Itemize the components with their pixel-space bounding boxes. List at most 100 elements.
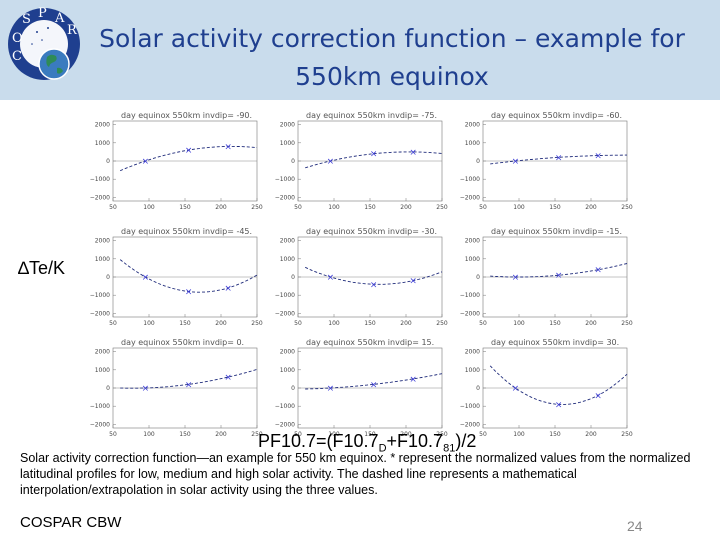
y-tick-label: 0 xyxy=(476,385,480,392)
x-tick-label: 200 xyxy=(215,431,227,438)
panel-title: day equinox 550km invdip= 0. xyxy=(121,338,244,347)
series-line xyxy=(305,151,443,169)
x-tick-label: 150 xyxy=(549,204,561,211)
formula-sub2: 81 xyxy=(443,442,456,455)
y-tick-label: −2000 xyxy=(460,310,480,317)
series-line xyxy=(305,373,443,390)
page-number: 24 xyxy=(627,518,643,534)
x-tick-label: 200 xyxy=(585,204,597,211)
data-point: × xyxy=(594,152,602,162)
x-tick-label: 150 xyxy=(364,204,376,211)
data-point: × xyxy=(185,380,193,390)
y-tick-label: 2000 xyxy=(280,238,295,245)
x-tick-label: 150 xyxy=(364,320,376,327)
x-tick-label: 50 xyxy=(294,431,302,438)
x-tick-label: 250 xyxy=(251,204,263,211)
logo-letter: S xyxy=(22,12,31,27)
data-point: × xyxy=(224,142,232,152)
y-tick-label: 0 xyxy=(291,385,295,392)
formula-sub1: D xyxy=(378,442,387,455)
y-tick-label: 1000 xyxy=(280,367,295,374)
panel-title: day equinox 550km invdip= -75. xyxy=(306,111,437,120)
logo-letter: P xyxy=(38,6,47,21)
x-tick-label: 50 xyxy=(479,204,487,211)
data-point: × xyxy=(370,280,378,290)
formula-part2: +F10.7 xyxy=(386,431,444,451)
data-point: × xyxy=(594,266,602,276)
x-tick-label: 200 xyxy=(400,204,412,211)
title-line-1: Solar activity correction function – exa… xyxy=(99,24,685,53)
x-tick-label: 250 xyxy=(436,431,448,438)
y-tick-label: 1000 xyxy=(280,140,295,147)
formula-part3: )/2 xyxy=(455,431,477,451)
series-line xyxy=(305,266,443,285)
y-tick-label: −2000 xyxy=(275,310,295,317)
y-tick-label: −1000 xyxy=(460,403,480,410)
data-point: × xyxy=(409,375,417,385)
x-tick-label: 150 xyxy=(179,431,191,438)
figure-caption: Solar activity correction function—an ex… xyxy=(20,451,691,497)
logo-letter: A xyxy=(54,11,65,26)
y-axis-label: ∆Te/K xyxy=(18,258,66,278)
x-tick-label: 50 xyxy=(109,204,117,211)
y-tick-label: 2000 xyxy=(465,122,480,129)
series-line xyxy=(120,368,258,389)
y-tick-label: 0 xyxy=(106,385,110,392)
y-tick-label: 2000 xyxy=(95,349,110,356)
y-tick-label: 0 xyxy=(291,158,295,165)
footer-text: COSPAR CBW xyxy=(20,514,122,531)
y-tick-label: 2000 xyxy=(95,122,110,129)
panel-title: day equinox 550km invdip= 15. xyxy=(306,338,434,347)
y-tick-label: 2000 xyxy=(280,122,295,129)
data-point: × xyxy=(555,271,563,281)
x-tick-label: 250 xyxy=(251,320,263,327)
y-tick-label: 1000 xyxy=(95,140,110,147)
data-point: × xyxy=(370,380,378,390)
x-tick-label: 50 xyxy=(479,431,487,438)
y-tick-label: 2000 xyxy=(280,349,295,356)
y-tick-label: −1000 xyxy=(90,292,110,299)
data-point: × xyxy=(224,284,232,294)
x-tick-label: 150 xyxy=(549,431,561,438)
series-line xyxy=(490,154,627,165)
x-tick-label: 150 xyxy=(549,320,561,327)
y-tick-label: 0 xyxy=(476,274,480,281)
logo-letter: R xyxy=(67,23,78,38)
y-tick-label: −2000 xyxy=(90,310,110,317)
data-point: × xyxy=(555,153,563,163)
x-tick-label: 250 xyxy=(621,204,633,211)
data-point: × xyxy=(594,391,602,401)
x-tick-label: 200 xyxy=(585,431,597,438)
data-point: × xyxy=(142,157,150,167)
x-tick-label: 100 xyxy=(513,320,525,327)
data-point: × xyxy=(409,148,417,158)
data-point: × xyxy=(512,273,520,283)
y-tick-label: 1000 xyxy=(280,256,295,263)
formula-part1: PF10.7=(F10.7 xyxy=(258,431,379,451)
x-tick-label: 100 xyxy=(328,320,340,327)
y-tick-label: 1000 xyxy=(465,140,480,147)
data-point: × xyxy=(555,400,563,410)
panel-title: day equinox 550km invdip= -30. xyxy=(306,227,437,236)
y-tick-label: −2000 xyxy=(460,421,480,428)
y-tick-label: 2000 xyxy=(95,238,110,245)
data-point: × xyxy=(142,273,150,283)
y-tick-label: −2000 xyxy=(275,194,295,201)
x-tick-label: 200 xyxy=(400,320,412,327)
y-tick-label: −2000 xyxy=(90,421,110,428)
y-tick-label: 0 xyxy=(106,274,110,281)
y-tick-label: −1000 xyxy=(275,176,295,183)
x-tick-label: 100 xyxy=(143,320,155,327)
y-tick-label: 1000 xyxy=(95,367,110,374)
x-tick-label: 250 xyxy=(436,204,448,211)
data-point: × xyxy=(327,384,335,394)
y-tick-label: 0 xyxy=(476,158,480,165)
data-point: × xyxy=(327,157,335,167)
data-point: × xyxy=(512,384,520,394)
series-line xyxy=(489,365,628,405)
x-tick-label: 250 xyxy=(621,320,633,327)
y-tick-label: −2000 xyxy=(275,421,295,428)
y-tick-label: −1000 xyxy=(460,292,480,299)
data-point: × xyxy=(142,384,150,394)
